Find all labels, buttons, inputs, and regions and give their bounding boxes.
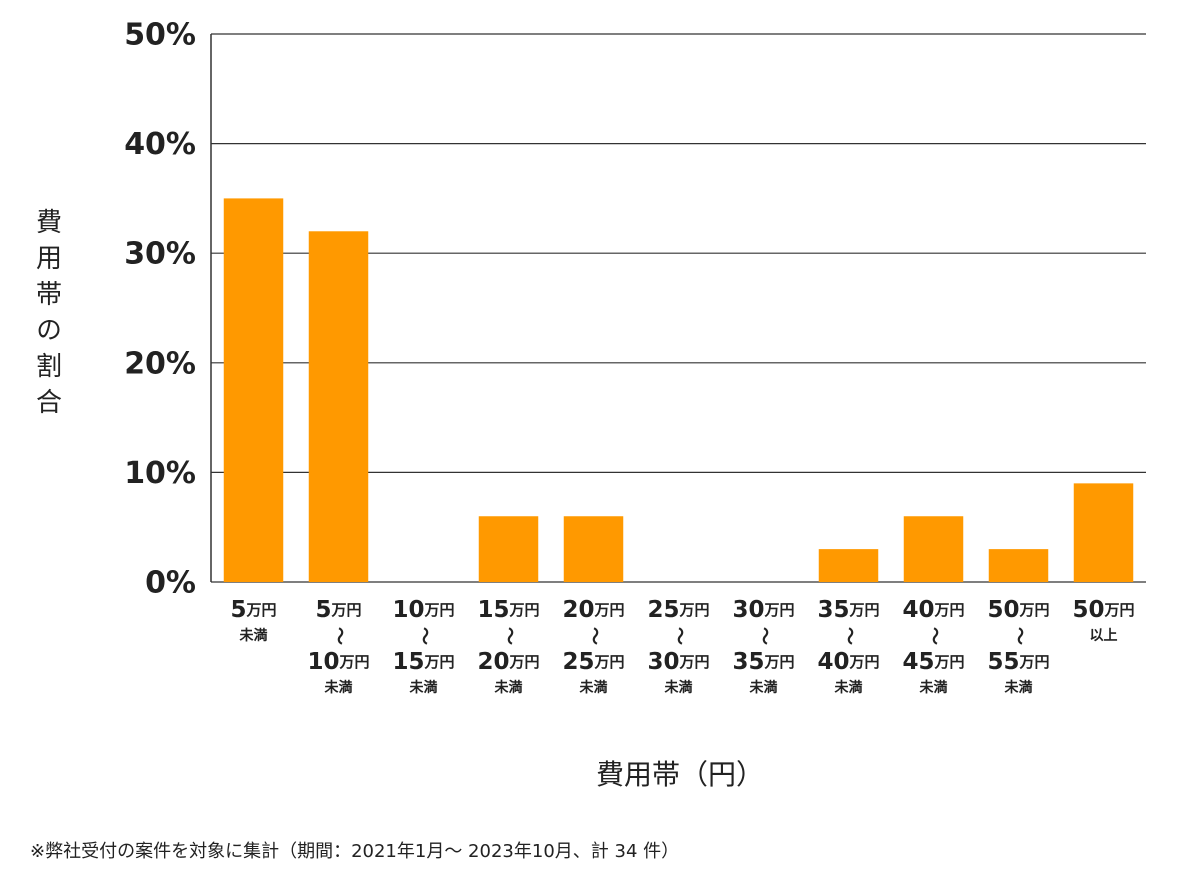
y-tick-label: 50% — [124, 18, 196, 53]
x-tick-label: 15万円 — [477, 597, 539, 623]
x-tick-label: 20万円 — [562, 597, 624, 623]
bar — [223, 198, 284, 582]
bar — [308, 231, 369, 582]
bar — [988, 549, 1049, 582]
x-tick-label: 35万円 — [817, 597, 879, 623]
x-tick-label: 未満 — [325, 679, 353, 696]
x-tick-label: 10万円 — [307, 649, 369, 675]
x-tick-label: 45万円 — [902, 649, 964, 675]
x-tick-label: 5万円 — [315, 597, 361, 623]
bar — [478, 516, 539, 582]
y-tick-label: 0% — [145, 566, 196, 601]
y-axis-label: 費用帯の割合 — [32, 208, 62, 424]
x-tick-label: 未満 — [920, 679, 948, 696]
x-tick-label: 30万円 — [647, 649, 709, 675]
x-tick-label: 未満 — [750, 679, 778, 696]
x-tick-label: 未満 — [495, 679, 523, 696]
bar — [563, 516, 624, 582]
x-tick-label: 40万円 — [902, 597, 964, 623]
x-tick-label: 15万円 — [392, 649, 454, 675]
footnote: ※弊社受付の案件を対象に集計（期間：2021年1月～ 2023年10月、計 34… — [30, 841, 679, 862]
x-tick-label: 50万円 — [987, 597, 1049, 623]
x-tick-label: 未満 — [580, 679, 608, 696]
x-tick-label: 5万円 — [230, 597, 276, 623]
x-tick-label: 未満 — [1005, 679, 1033, 696]
x-tick-label: 〜 — [584, 627, 605, 645]
x-tick-label: 未満 — [665, 679, 693, 696]
x-tick-label: 25万円 — [647, 597, 709, 623]
x-tick-label: 〜 — [414, 627, 435, 645]
x-tick-label: 〜 — [839, 627, 860, 645]
y-tick-label: 20% — [124, 346, 196, 381]
x-tick-label: 〜 — [924, 627, 945, 645]
bar — [1073, 483, 1134, 582]
x-tick-label: 未満 — [240, 627, 268, 644]
y-tick-label: 30% — [124, 237, 196, 272]
x-tick-label: 〜 — [499, 627, 520, 645]
x-tick-label: 10万円 — [392, 597, 454, 623]
x-tick-label: 55万円 — [987, 649, 1049, 675]
bar — [818, 549, 879, 582]
x-tick-label: 未満 — [410, 679, 438, 696]
y-tick-label: 40% — [124, 127, 196, 162]
x-tick-label: 20万円 — [477, 649, 539, 675]
y-tick-label: 10% — [124, 456, 196, 491]
x-tick-label: 〜 — [329, 627, 350, 645]
x-tick-label: 〜 — [1009, 627, 1030, 645]
x-tick-label: 〜 — [754, 627, 775, 645]
x-tick-label: 25万円 — [562, 649, 624, 675]
x-tick-label: 未満 — [835, 679, 863, 696]
x-tick-label: 50万円 — [1072, 597, 1134, 623]
bar — [903, 516, 964, 582]
x-axis-label: 費用帯（円） — [596, 758, 764, 791]
x-tick-label: 30万円 — [732, 597, 794, 623]
x-tick-label: 〜 — [669, 627, 690, 645]
x-tick-label: 35万円 — [732, 649, 794, 675]
x-tick-label: 以上 — [1090, 628, 1118, 644]
x-tick-label: 40万円 — [817, 649, 879, 675]
